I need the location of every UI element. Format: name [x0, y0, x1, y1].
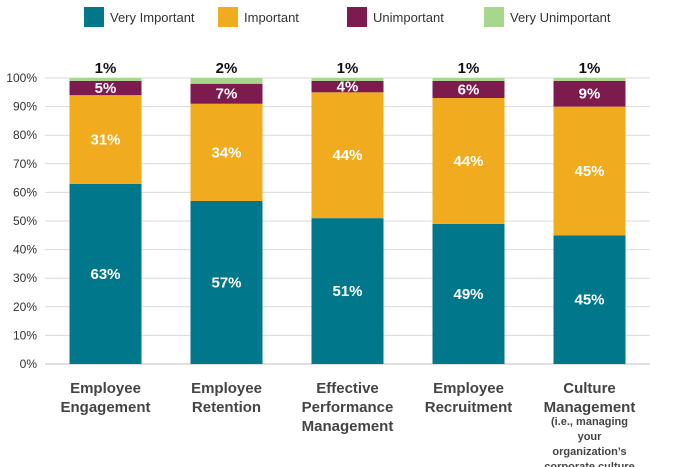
bar-0-0 — [69, 183, 142, 364]
data-label-2-2: 4% — [337, 79, 359, 96]
bar-1-3 — [190, 78, 263, 84]
data-label-1-0: 57% — [211, 274, 241, 291]
data-label-3-3: 1% — [458, 60, 480, 77]
x-tick-label-2-1: Performance — [302, 399, 394, 416]
bar-1-1 — [190, 103, 263, 201]
bar-4-0 — [553, 235, 626, 364]
y-tick-label-8: 80% — [13, 128, 37, 142]
data-label-3-0: 49% — [453, 286, 483, 303]
legend-swatch-1 — [218, 7, 238, 27]
bars — [69, 78, 626, 364]
bar-2-3 — [311, 78, 384, 81]
bar-4-3 — [553, 78, 626, 81]
data-label-0-0: 63% — [90, 266, 120, 283]
y-tick-label-9: 90% — [13, 100, 37, 114]
x-tick-note-4-1: your — [578, 431, 603, 443]
bar-0-1 — [69, 95, 142, 184]
data-label-1-1: 34% — [211, 144, 241, 161]
y-tick-label-6: 60% — [13, 185, 37, 199]
legend-swatch-3 — [484, 7, 504, 27]
bar-4-2 — [553, 80, 626, 107]
x-tick-label-0-0: Employee — [70, 380, 141, 397]
x-tick-label-2-2: Management — [302, 418, 394, 435]
x-tick-label-2-0: Effective — [316, 380, 379, 397]
data-label-4-2: 9% — [579, 86, 601, 103]
x-tick-label-4-0: Culture — [563, 380, 616, 397]
data-label-3-1: 44% — [453, 153, 483, 170]
bar-2-2 — [311, 80, 384, 93]
data-label-0-3: 1% — [95, 60, 117, 77]
y-tick-label-3: 30% — [13, 271, 37, 285]
y-tick-label-5: 50% — [13, 214, 37, 228]
y-axis: 0% 10% 20% 30% 40% 50% 60% 70% 80% 90% 100% — [6, 71, 650, 371]
bar-1-2 — [190, 83, 263, 104]
x-tick-label-3-0: Employee — [433, 380, 504, 397]
x-tick-note-4-3: corporate culture — [544, 461, 634, 467]
legend: Very Important Important Unimportant Very U… — [84, 7, 611, 27]
x-tick-note-4-2: organization’s — [552, 446, 626, 458]
legend-label-0: Very Important — [110, 10, 195, 25]
bar-3-2 — [432, 80, 505, 99]
x-tick-label-3-1: Recruitment — [425, 399, 513, 416]
bar-1-0 — [190, 200, 263, 364]
legend-label-2: Unimportant — [373, 10, 444, 25]
bar-3-0 — [432, 223, 505, 364]
bar-3-3 — [432, 78, 505, 81]
legend-label-3: Very Unimportant — [510, 10, 611, 25]
data-label-1-2: 7% — [216, 86, 238, 103]
data-label-4-3: 1% — [579, 60, 601, 77]
legend-swatch-2 — [347, 7, 367, 27]
legend-swatch-0 — [84, 7, 104, 27]
bar-2-1 — [311, 92, 384, 219]
data-label-1-3: 2% — [216, 60, 238, 77]
data-label-0-1: 31% — [90, 131, 120, 148]
bar-0-3 — [69, 78, 142, 81]
data-label-2-1: 44% — [332, 147, 362, 164]
y-tick-label-1: 10% — [13, 328, 37, 342]
x-tick-label-0-1: Engagement — [60, 399, 150, 416]
x-tick-note-4-0: (i.e., managing — [551, 416, 628, 428]
bar-2-0 — [311, 218, 384, 364]
x-tick-label-1-0: Employee — [191, 380, 262, 397]
x-tick-label-1-1: Retention — [192, 399, 261, 416]
x-axis: Employee Engagement Employee Retention Effec… — [60, 380, 635, 467]
bar-4-1 — [553, 106, 626, 236]
data-label-4-1: 45% — [574, 163, 604, 180]
x-tick-label-4-1: Management — [544, 399, 636, 416]
y-tick-label-4: 40% — [13, 243, 37, 257]
bar-0-2 — [69, 80, 142, 96]
data-labels: 63% 31% 5% 1% 57% 34% 7% 2% 51% 44% 4% 1% 49% 44% 6% 1%… — [90, 60, 604, 309]
data-label-3-2: 6% — [458, 81, 480, 98]
y-tick-label-7: 70% — [13, 157, 37, 171]
legend-label-1: Important — [244, 10, 299, 25]
data-label-2-3: 1% — [337, 60, 359, 77]
bar-3-1 — [432, 98, 505, 224]
data-label-4-0: 45% — [574, 292, 604, 309]
y-tick-label-10: 100% — [6, 71, 37, 85]
data-label-2-0: 51% — [332, 283, 362, 300]
y-tick-label-0: 0% — [20, 357, 38, 371]
data-label-0-2: 5% — [95, 80, 117, 97]
y-tick-label-2: 20% — [13, 300, 37, 314]
